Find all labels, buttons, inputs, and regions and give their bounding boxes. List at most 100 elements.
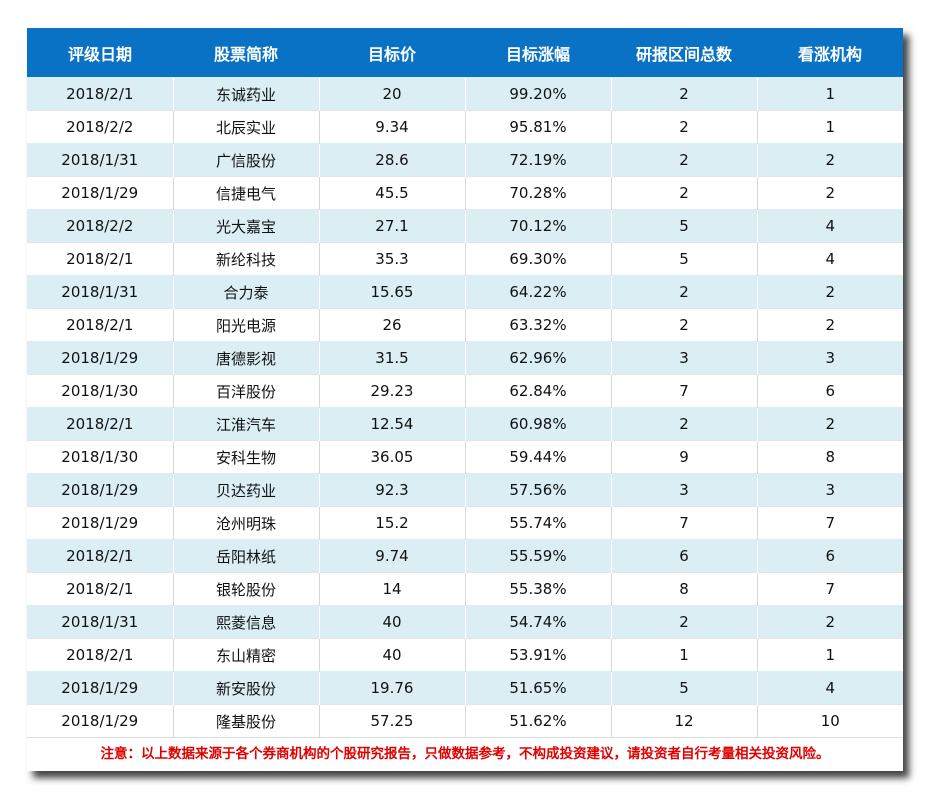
- table-cell: 53.91%: [464, 638, 611, 672]
- table-cell: 2: [610, 77, 757, 111]
- table-cell: 27.1: [318, 209, 465, 243]
- header-cell: 研报区间总数: [611, 28, 757, 78]
- table-cell: 2018/2/2: [27, 110, 173, 144]
- table-cell: 4: [756, 242, 903, 276]
- table-cell: 3: [610, 341, 757, 375]
- header-cell: 看涨机构: [757, 28, 903, 78]
- table-cell: 72.19%: [464, 143, 611, 177]
- note: 注意：以上数据来源于各个券商机构的个股研究报告，只做数据参考，不构成投资建议，请…: [27, 737, 903, 771]
- table-cell: 2018/1/29: [27, 671, 173, 705]
- table-cell: 51.62%: [464, 704, 611, 737]
- table-cell: 贝达药业: [172, 473, 319, 507]
- table-cell: 2: [610, 308, 757, 342]
- table-cell: 2018/1/29: [27, 341, 173, 375]
- table-cell: 99.20%: [464, 77, 611, 111]
- table-cell: 2018/2/1: [27, 539, 173, 573]
- table-cell: 2018/1/30: [27, 440, 173, 474]
- table-row: 2018/2/1 新纶科技 35.3 69.30% 5 4: [27, 242, 903, 276]
- table-cell: 岳阳林纸: [172, 539, 319, 573]
- table-cell: 1: [756, 77, 903, 111]
- table-cell: 2: [610, 407, 757, 441]
- table-row: 2018/1/31 广信股份 28.6 72.19% 2 2: [27, 143, 903, 177]
- table-cell: 92.3: [318, 473, 465, 507]
- table-cell: 2018/2/1: [27, 638, 173, 672]
- table-cell: 2: [610, 110, 757, 144]
- table-row: 2018/1/29 贝达药业 92.3 57.56% 3 3: [27, 473, 903, 507]
- table-cell: 12: [610, 704, 757, 737]
- table-cell: 唐德影视: [172, 341, 319, 375]
- table-cell: 55.59%: [464, 539, 611, 573]
- table-cell: 7: [610, 506, 757, 540]
- table-cell: 9.34: [318, 110, 465, 144]
- table-cell: 40: [318, 638, 465, 672]
- table-cell: 新纶科技: [172, 242, 319, 276]
- table-row: 2018/1/30 百洋股份 29.23 62.84% 7 6: [27, 374, 903, 408]
- table-cell: 3: [610, 473, 757, 507]
- table-cell: 东山精密: [172, 638, 319, 672]
- table-cell: 62.96%: [464, 341, 611, 375]
- header-cell: 目标涨幅: [465, 28, 611, 78]
- table-cell: 59.44%: [464, 440, 611, 474]
- table-cell: 62.84%: [464, 374, 611, 408]
- table-cell: 北辰实业: [172, 110, 319, 144]
- table-row: 2018/2/1 东诚药业 20 99.20% 2 1: [27, 77, 903, 111]
- table-cell: 5: [610, 209, 757, 243]
- table-cell: 8: [610, 572, 757, 606]
- table-cell: 2018/1/29: [27, 473, 173, 507]
- table-row: 2018/1/31 合力泰 15.65 64.22% 2 2: [27, 275, 903, 309]
- table-cell: 2018/2/1: [27, 308, 173, 342]
- table-cell: 2: [756, 308, 903, 342]
- table-cell: 36.05: [318, 440, 465, 474]
- table-cell: 15.65: [318, 275, 465, 309]
- data-table: 评级日期 股票简称 目标价 目标涨幅 研报区间总数 看涨机构 2018/2/1 东诚药业 20…: [27, 28, 903, 737]
- table-row: 2018/1/29 隆基股份 57.25 51.62% 12 10: [27, 704, 903, 737]
- table-cell: 2: [610, 176, 757, 210]
- table-row: 2018/1/29 信捷电气 45.5 70.28% 2 2: [27, 176, 903, 210]
- table-cell: 5: [610, 671, 757, 705]
- table-cell: 8: [756, 440, 903, 474]
- table-cell: 4: [756, 209, 903, 243]
- table-cell: 3: [756, 341, 903, 375]
- table-cell: 7: [756, 572, 903, 606]
- table-cell: 6: [756, 539, 903, 573]
- table-cell: 51.65%: [464, 671, 611, 705]
- table-cell: 2: [610, 143, 757, 177]
- table-cell: 57.25: [318, 704, 465, 737]
- header-cell: 目标价: [319, 28, 465, 78]
- table-cell: 45.5: [318, 176, 465, 210]
- table-cell: 新安股份: [172, 671, 319, 705]
- table-cell: 2018/1/30: [27, 374, 173, 408]
- table-cell: 2018/2/1: [27, 407, 173, 441]
- table-row: 2018/1/29 唐德影视 31.5 62.96% 3 3: [27, 341, 903, 375]
- table-cell: 26: [318, 308, 465, 342]
- table-cell: 9.74: [318, 539, 465, 573]
- header-cell: 评级日期: [27, 28, 173, 78]
- table-cell: 2: [756, 143, 903, 177]
- table-cell: 14: [318, 572, 465, 606]
- table-cell: 安科生物: [172, 440, 319, 474]
- table-cell: 2: [756, 407, 903, 441]
- table-cell: 2018/2/2: [27, 209, 173, 243]
- table-cell: 2: [756, 176, 903, 210]
- table-cell: 3: [756, 473, 903, 507]
- table-cell: 银轮股份: [172, 572, 319, 606]
- table-cell: 70.12%: [464, 209, 611, 243]
- table-body: 2018/2/1 东诚药业 20 99.20% 2 1 2018/2/2 北辰实业 9.34 95…: [27, 77, 903, 737]
- table-card: 评级日期 股票简称 目标价 目标涨幅 研报区间总数 看涨机构 2018/2/1 东诚药业 20…: [27, 28, 903, 771]
- table-cell: 合力泰: [172, 275, 319, 309]
- table-cell: 阳光电源: [172, 308, 319, 342]
- table-row: 2018/2/1 银轮股份 14 55.38% 8 7: [27, 572, 903, 606]
- table-row: 2018/2/1 东山精密 40 53.91% 1 1: [27, 638, 903, 672]
- table-cell: 7: [756, 506, 903, 540]
- table-row: 2018/1/30 安科生物 36.05 59.44% 9 8: [27, 440, 903, 474]
- table-cell: 6: [756, 374, 903, 408]
- table-cell: 2018/1/29: [27, 506, 173, 540]
- header-cell: 股票简称: [173, 28, 319, 78]
- table-cell: 隆基股份: [172, 704, 319, 737]
- table-cell: 31.5: [318, 341, 465, 375]
- table-row: 2018/2/1 岳阳林纸 9.74 55.59% 6 6: [27, 539, 903, 573]
- table-cell: 20: [318, 77, 465, 111]
- table-cell: 55.74%: [464, 506, 611, 540]
- table-cell: 熙菱信息: [172, 605, 319, 639]
